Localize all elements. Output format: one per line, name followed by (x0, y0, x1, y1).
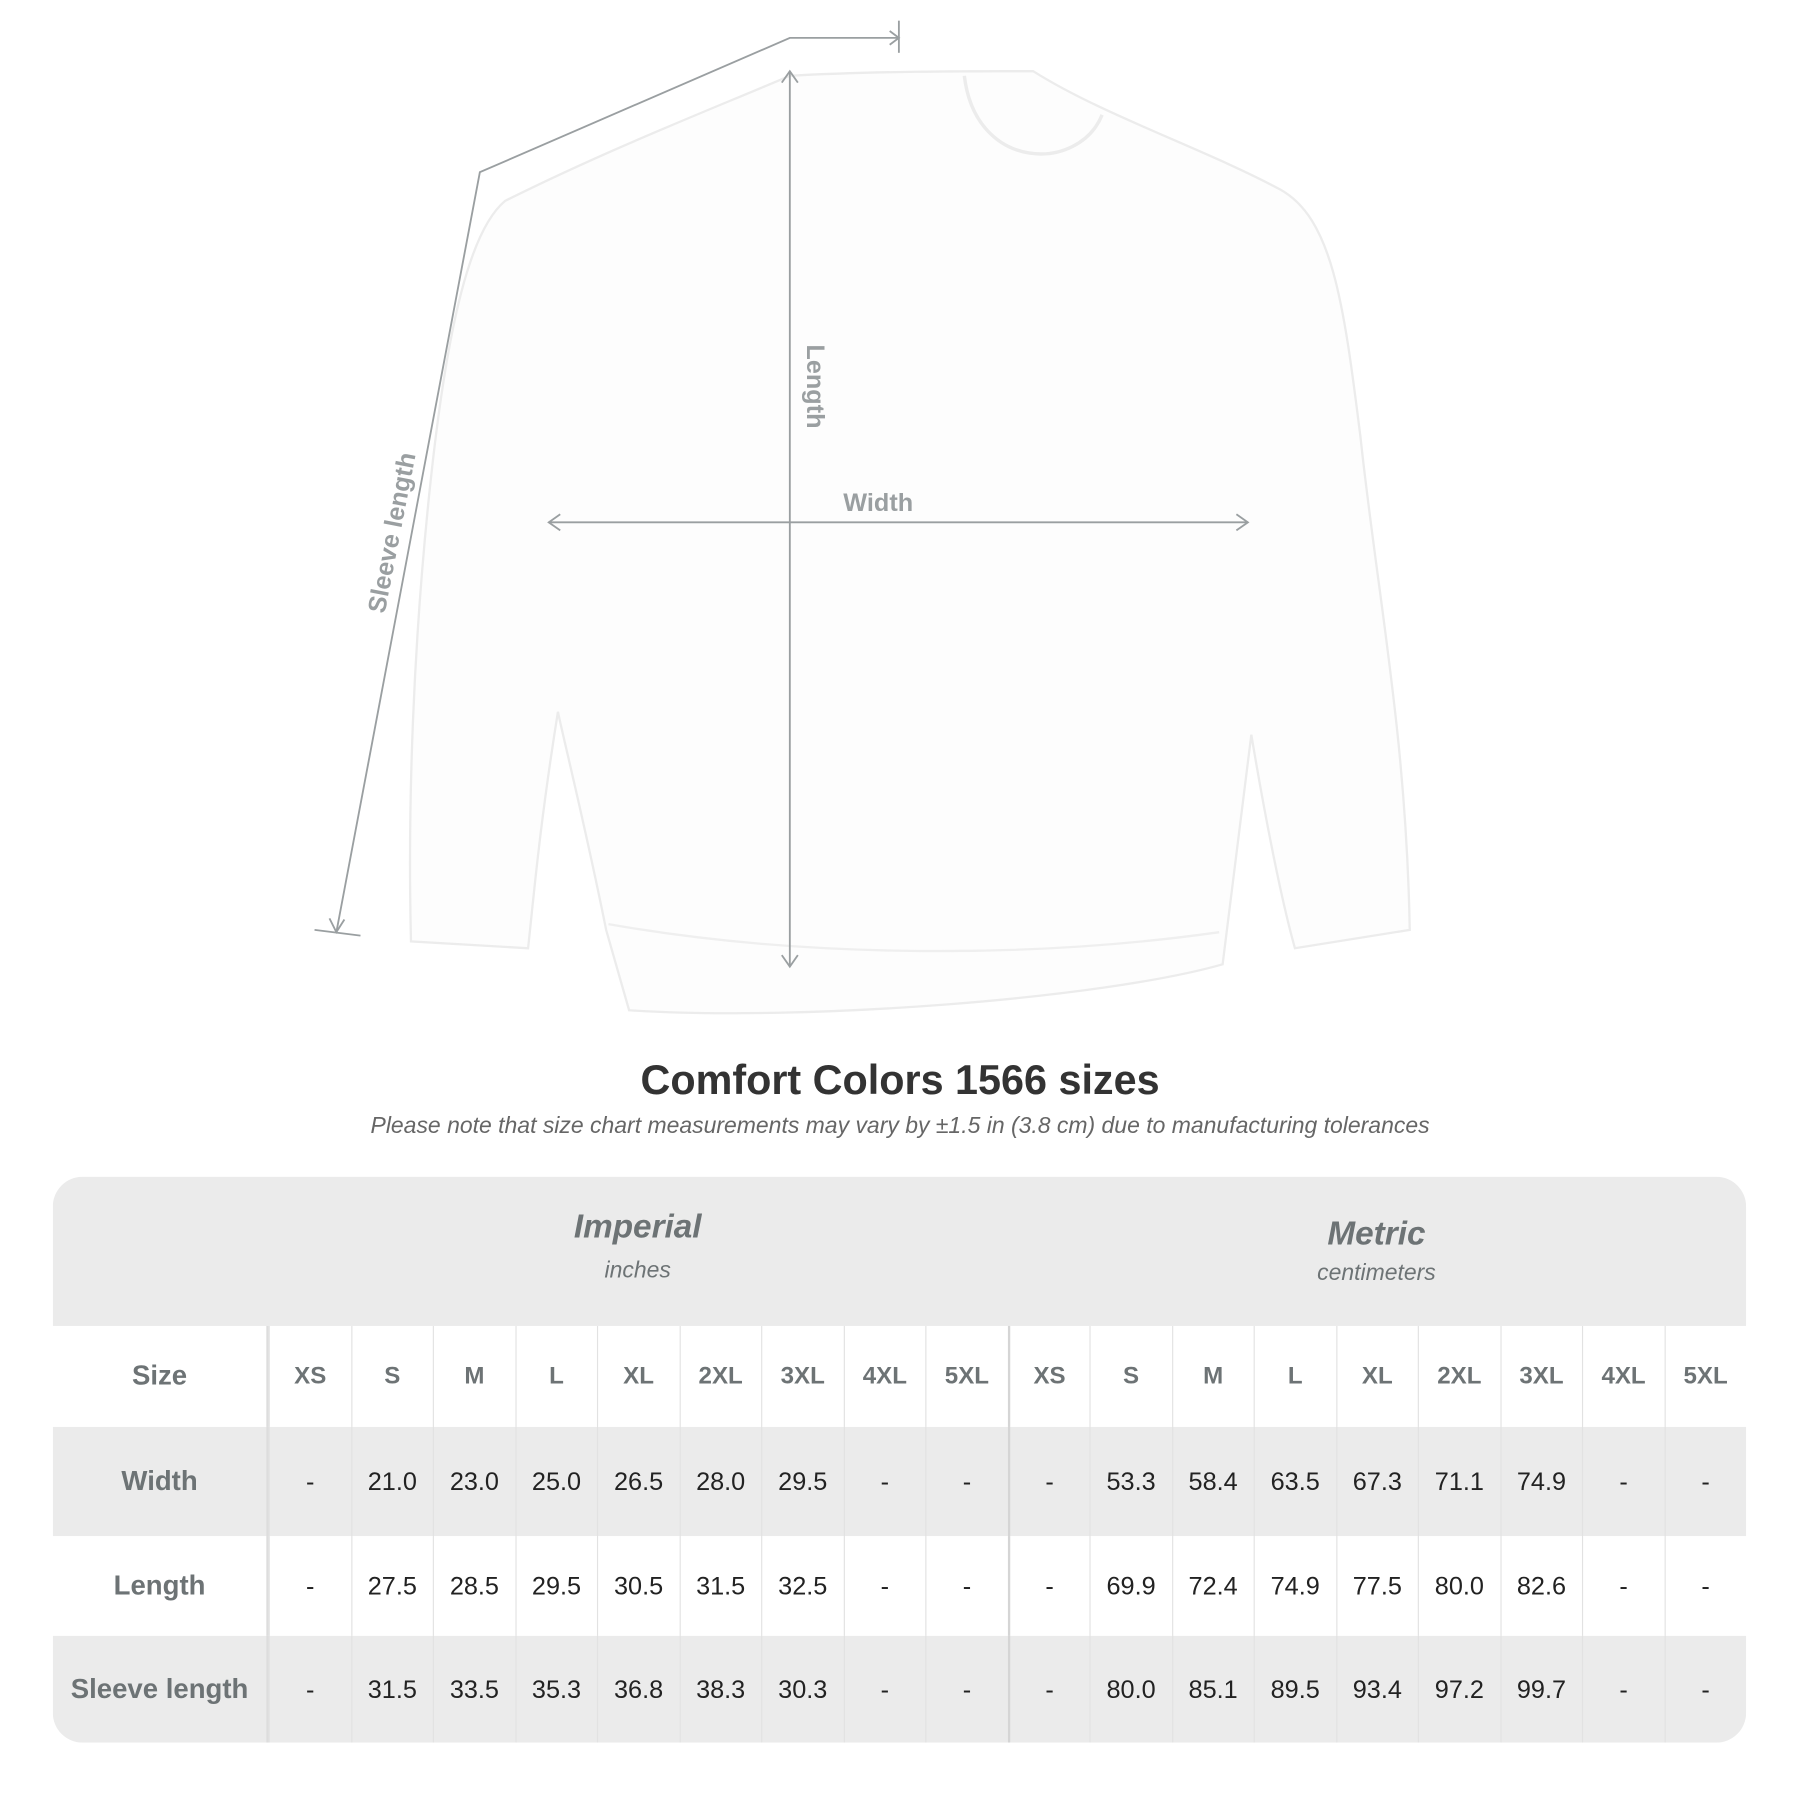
table-cell: - (843, 1536, 925, 1636)
table-cell: M (432, 1325, 515, 1427)
table-row: Width -21.0 23.0 25.0 26.5 28.0 29.5- - -53.3 58.… (52, 1426, 1747, 1537)
table-cell: 77.5 (1335, 1536, 1418, 1636)
table-cell: 67.3 (1335, 1426, 1418, 1537)
unit-group-header: Imperial inches Metric centimeters (52, 1176, 1747, 1326)
table-cell: 32.5 (761, 1536, 843, 1636)
table-cell: - (1581, 1536, 1664, 1636)
table-cell: XS (1007, 1325, 1089, 1427)
table-cell: L (514, 1325, 597, 1427)
row-label: Sleeve length (53, 1635, 269, 1743)
table-cell: 74.9 (1253, 1536, 1336, 1636)
table-cell: 97.2 (1417, 1635, 1500, 1743)
table-cell: 28.5 (432, 1536, 515, 1636)
group-unit: inches (604, 1258, 671, 1284)
table-cell: 80.0 (1417, 1536, 1500, 1636)
table-cell: 93.4 (1335, 1635, 1418, 1743)
table-cell: - (925, 1536, 1007, 1636)
group-unit: centimeters (1317, 1260, 1436, 1286)
table-cell: 4XL (843, 1325, 925, 1427)
metric-group: Metric centimeters (1007, 1216, 1746, 1287)
table-cell: 23.0 (432, 1426, 515, 1537)
table-cell: 85.1 (1171, 1635, 1254, 1743)
table-cell: 53.3 (1089, 1426, 1171, 1537)
table-cell: 30.5 (596, 1536, 679, 1636)
row-label: Length (53, 1536, 269, 1636)
table-cell: 33.5 (432, 1635, 515, 1743)
table-cell: 69.9 (1089, 1536, 1171, 1636)
table-cell: M (1171, 1325, 1254, 1427)
sleeve-length-label: Sleeve length (363, 450, 422, 615)
table-cell: 80.0 (1089, 1635, 1171, 1743)
table-cell: XL (1335, 1325, 1418, 1427)
sleeve-arrow (335, 36, 899, 933)
table-cell: 35.3 (514, 1635, 597, 1743)
table-cell: L (1253, 1325, 1336, 1427)
table-cell: - (1007, 1426, 1089, 1537)
width-label: Width (843, 489, 913, 517)
table-cell: 71.1 (1417, 1426, 1500, 1537)
table-cell: 3XL (761, 1325, 843, 1427)
length-label: Length (801, 344, 829, 428)
size-header-row: Size XS S M L XL 2XL 3XL 4XL 5XL XS S M L XL 2XL 3XL 4XL… (53, 1325, 1746, 1427)
table-cell: 63.5 (1253, 1426, 1336, 1537)
table-cell: 99.7 (1499, 1635, 1582, 1743)
page-title: Comfort Colors 1566 sizes (640, 1056, 1160, 1104)
table-cell: - (268, 1635, 351, 1743)
table-cell: 25.0 (514, 1426, 597, 1537)
tolerance-note: Please note that size chart measurements… (370, 1113, 1430, 1139)
table-cell: - (925, 1635, 1007, 1743)
table-cell: 2XL (1417, 1325, 1500, 1427)
table-cell: - (843, 1635, 925, 1743)
table-cell: S (350, 1325, 433, 1427)
table-cell: 89.5 (1253, 1635, 1336, 1743)
table-cell: 2XL (679, 1325, 761, 1427)
table-cell: - (843, 1426, 925, 1537)
table-cell: - (268, 1426, 351, 1537)
table-row: Sleeve length -31.5 33.5 35.3 36.8 38.3 30.3- -… (52, 1635, 1747, 1743)
table-cell: 5XL (1664, 1325, 1746, 1427)
table-cell: 30.3 (761, 1635, 843, 1743)
group-name: Imperial (573, 1208, 702, 1246)
group-name: Metric (1327, 1215, 1426, 1253)
sweatshirt-image (408, 70, 1411, 1015)
table-cell: 27.5 (350, 1536, 433, 1636)
table-cell: - (1581, 1635, 1664, 1743)
table-cell: 31.5 (350, 1635, 433, 1743)
table-cell: - (1007, 1635, 1089, 1743)
table-cell: 4XL (1581, 1325, 1664, 1427)
table-cell: 72.4 (1171, 1536, 1254, 1636)
row-label: Size (53, 1325, 269, 1427)
table-cell: - (268, 1536, 351, 1636)
table-cell: 38.3 (679, 1635, 761, 1743)
table-cell: 5XL (925, 1325, 1007, 1427)
table-cell: - (925, 1426, 1007, 1537)
table-cell: - (1581, 1426, 1664, 1537)
table-cell: 82.6 (1499, 1536, 1582, 1636)
table-cell: 58.4 (1171, 1426, 1254, 1537)
table-cell: XL (596, 1325, 679, 1427)
table-cell: S (1089, 1325, 1171, 1427)
table-cell: 21.0 (350, 1426, 433, 1537)
table-cell: XS (268, 1325, 351, 1427)
table-cell: 29.5 (514, 1536, 597, 1636)
table-cell: - (1664, 1426, 1746, 1537)
row-label: Width (53, 1426, 269, 1537)
table-row: Length -27.5 28.5 29.5 30.5 31.5 32.5- - -69.9 72… (53, 1536, 1746, 1636)
sweatshirt-diagram: Sleeve length Length Width (314, 20, 1411, 1015)
table-cell: - (1007, 1536, 1089, 1636)
table-cell: 3XL (1499, 1325, 1582, 1427)
table-cell: 31.5 (679, 1536, 761, 1636)
table-cell: - (1664, 1536, 1746, 1636)
table-cell: 74.9 (1499, 1426, 1582, 1537)
table-cell: - (1664, 1635, 1746, 1743)
imperial-group: Imperial inches (269, 1209, 1007, 1285)
table-cell: 36.8 (596, 1635, 679, 1743)
table-cell: 28.0 (679, 1426, 761, 1537)
table-cell: 29.5 (761, 1426, 843, 1537)
table-cell: 26.5 (596, 1426, 679, 1537)
size-table: Imperial inches Metric centimeters Size … (52, 1176, 1747, 1743)
